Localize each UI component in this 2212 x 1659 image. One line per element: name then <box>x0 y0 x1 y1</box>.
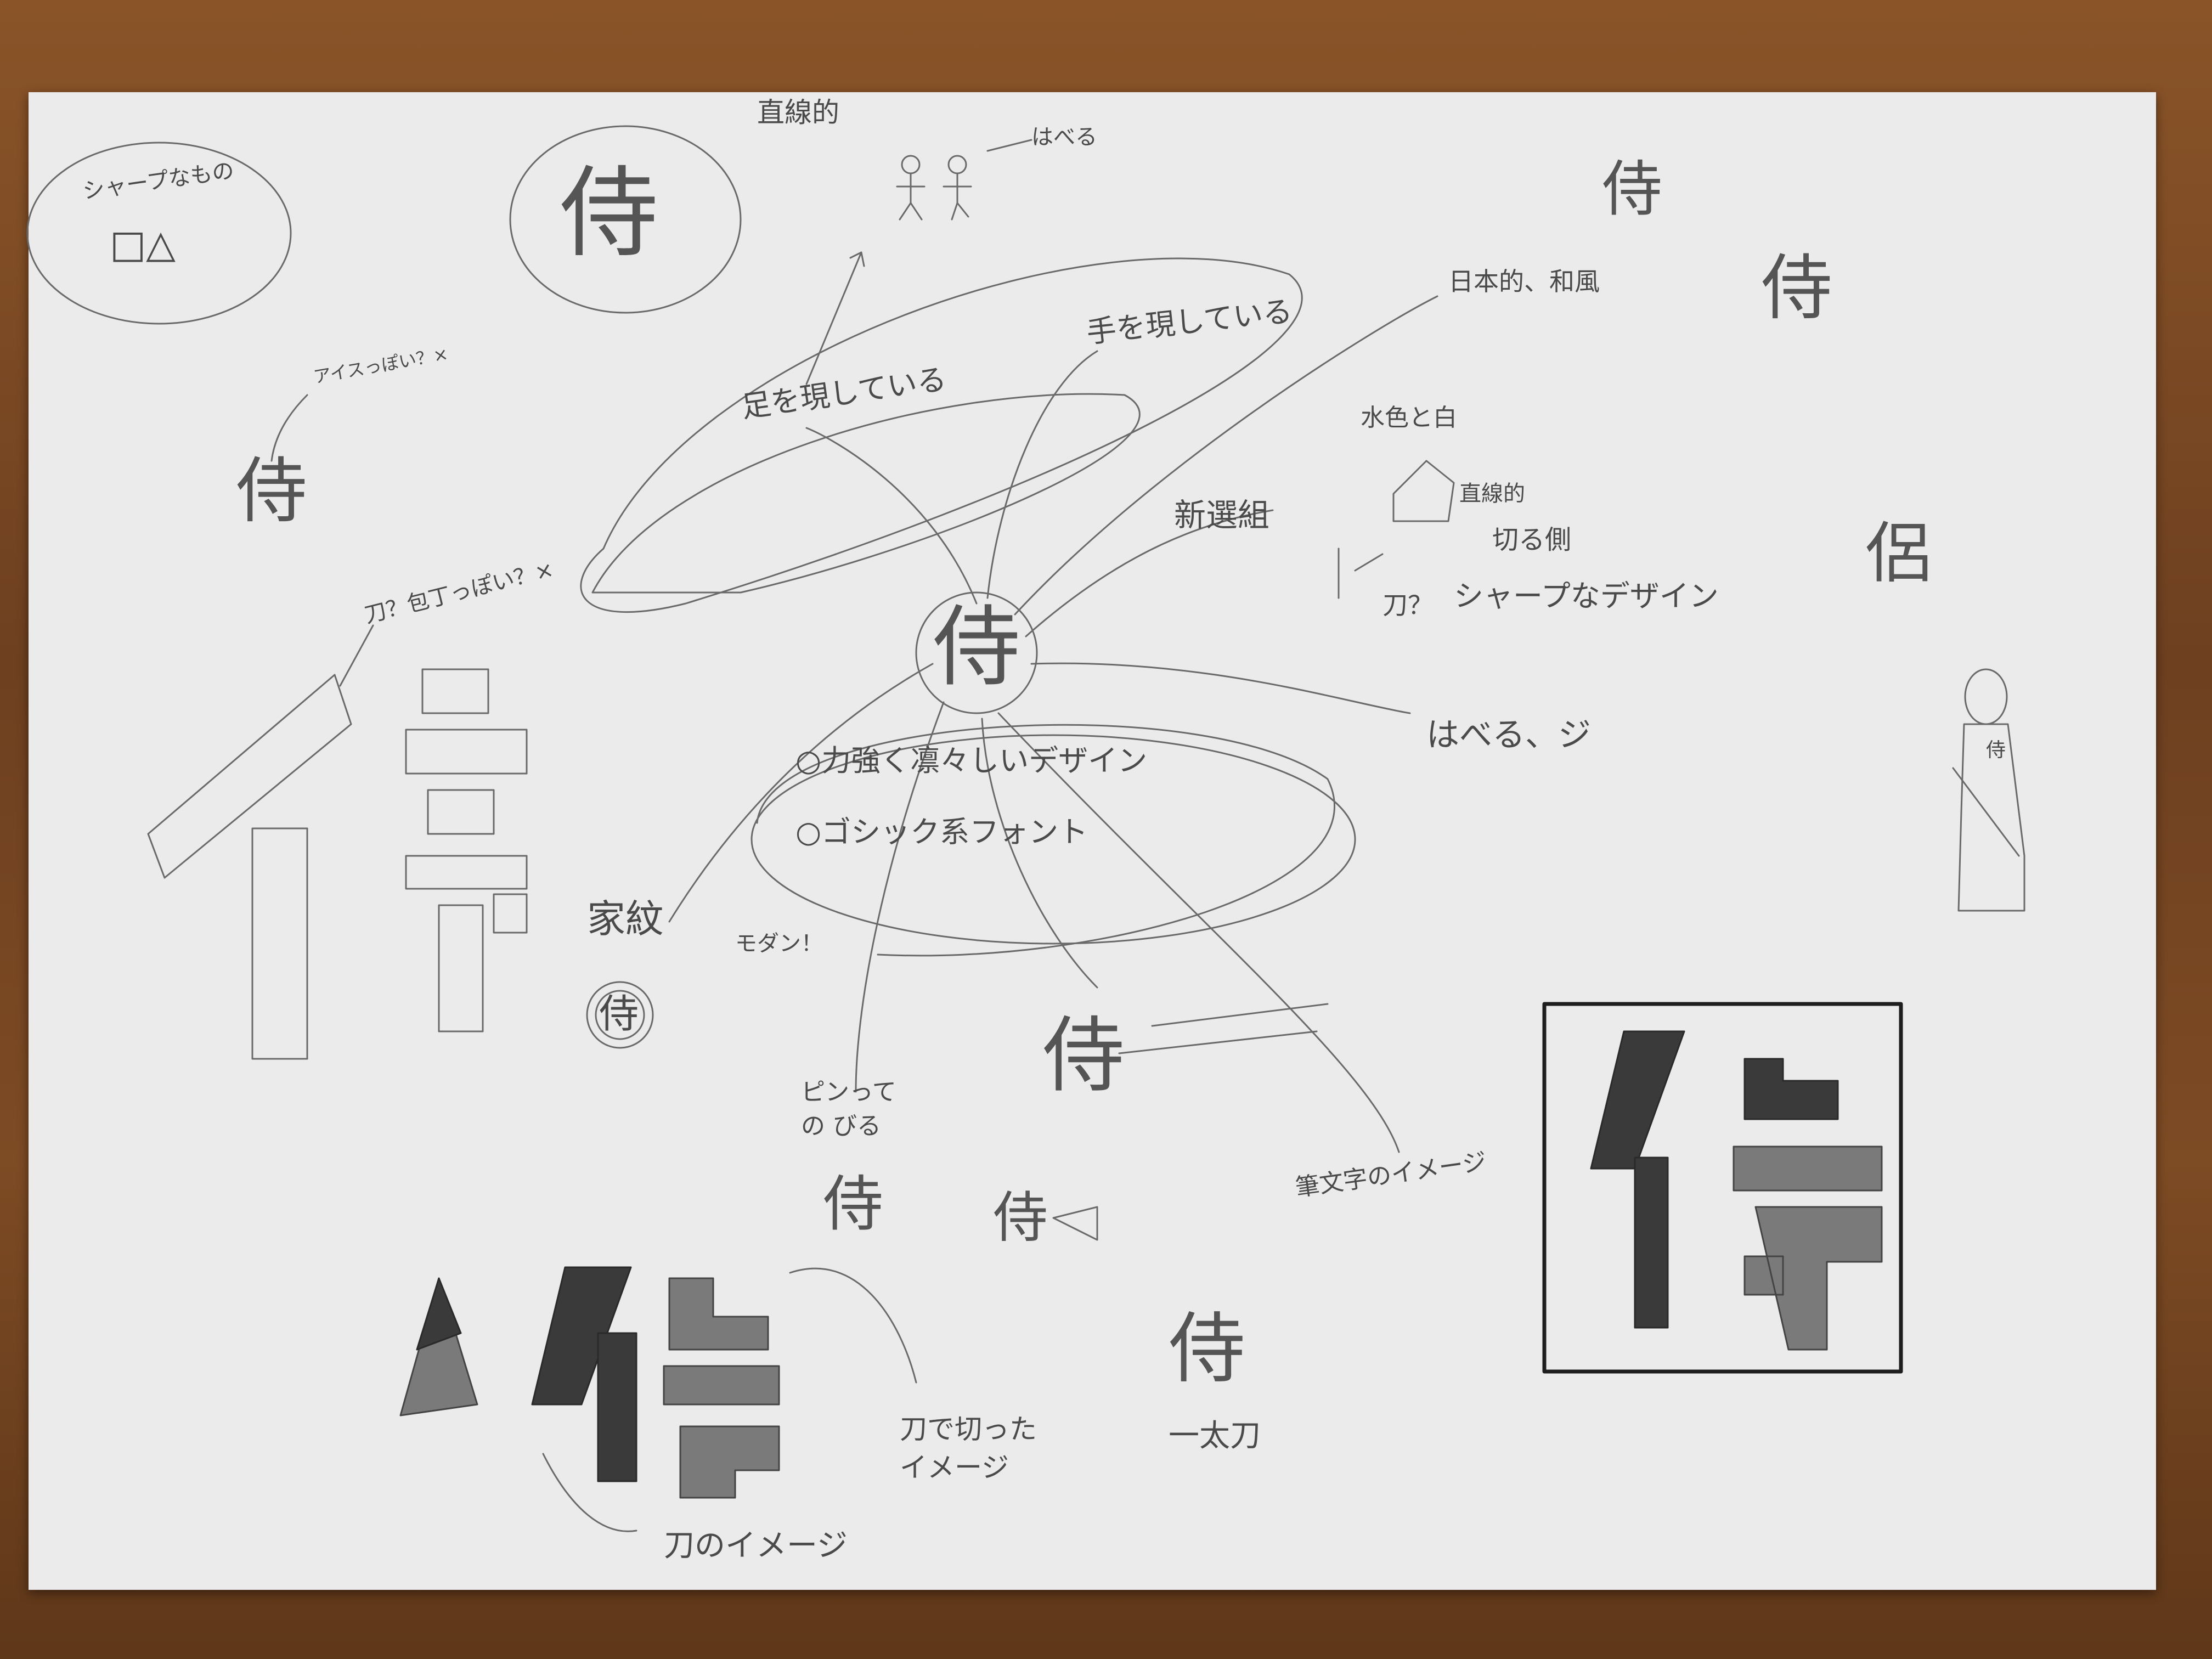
kanji-variant-right-2: 侍 <box>1761 246 1833 330</box>
family-crest-circle <box>586 981 654 1049</box>
house-icon <box>1392 460 1455 522</box>
legs-loop <box>580 257 1303 613</box>
small-kanji-left: 侍 <box>236 449 308 533</box>
modern-label: モダン！ <box>735 931 823 956</box>
samurai-figure-body <box>1957 723 2025 912</box>
sharp-bubble <box>26 142 292 325</box>
design-ellipse <box>751 734 1356 945</box>
kanji-variant-one-stroke: 侍 <box>1169 1305 1246 1394</box>
framed-logo-border <box>1542 1002 1903 1374</box>
kanji-variant-mid: 侍 <box>1042 1008 1125 1104</box>
light-blue-white-label: 水色と白 <box>1361 404 1457 432</box>
top-kanji-bubble <box>509 125 742 314</box>
gothic-font-label: ○ゴシック系フォント <box>795 815 1088 849</box>
shinsengumi-label: 新選組 <box>1174 496 1270 534</box>
stretch-label: ピンっての びる <box>801 1078 896 1140</box>
bottom-blade <box>531 1266 632 1406</box>
arrow-haberu <box>986 139 1032 152</box>
family-crest-label: 家紋 <box>587 896 664 941</box>
cutting-side-label: 切る側 <box>1492 524 1572 555</box>
japanese-style-label: 日本的、和風 <box>1448 267 1600 296</box>
arrow-ice <box>270 394 308 462</box>
sharp-design-label: シャープなデザイン <box>1454 579 1719 613</box>
kanji-variant-right-top: 侍 <box>1602 154 1662 224</box>
kanji-variant-bottom-2: 侍 <box>993 1186 1048 1250</box>
sword-label: 刀？ <box>1383 590 1433 620</box>
center-kanji: 侍 <box>933 596 1021 698</box>
crest-kanji: 侍 <box>599 991 639 1037</box>
sword-image-label: 刀のイメージ <box>664 1528 848 1564</box>
sword-cut-image-label: 刀で切った イメージ <box>900 1413 1037 1483</box>
kanji-variant-bottom-1: 侍 <box>823 1169 883 1239</box>
arrow-sword-wrap <box>339 624 374 687</box>
haberu-top-label: はべる <box>1031 125 1097 150</box>
haberu-ji-label: はべる、ジ <box>1426 716 1591 754</box>
framed-blade <box>1590 1030 1685 1170</box>
kanji-variant-right-3: 侶 <box>1865 516 1931 592</box>
arrow-stickmen <box>805 251 865 385</box>
big-outline-blade <box>147 674 352 879</box>
straight-lines-right-label: 直線的 <box>1459 481 1525 506</box>
sharp-shapes-label: □△ <box>110 222 176 267</box>
one-stroke-sword-label: 一太刀 <box>1169 1418 1261 1454</box>
top-kanji: 侍 <box>560 156 659 271</box>
strong-dignified-label: ○力強く凛々しいデザイン <box>795 743 1148 778</box>
figure-kanji: 侍 <box>1986 739 2006 761</box>
center-circle <box>915 591 1038 714</box>
straight-lines-top-label: 直線的 <box>757 97 839 128</box>
samurai-figure-head <box>1964 668 2008 725</box>
hands-loop <box>591 393 1141 594</box>
design-ellipse-outer <box>756 724 1336 957</box>
